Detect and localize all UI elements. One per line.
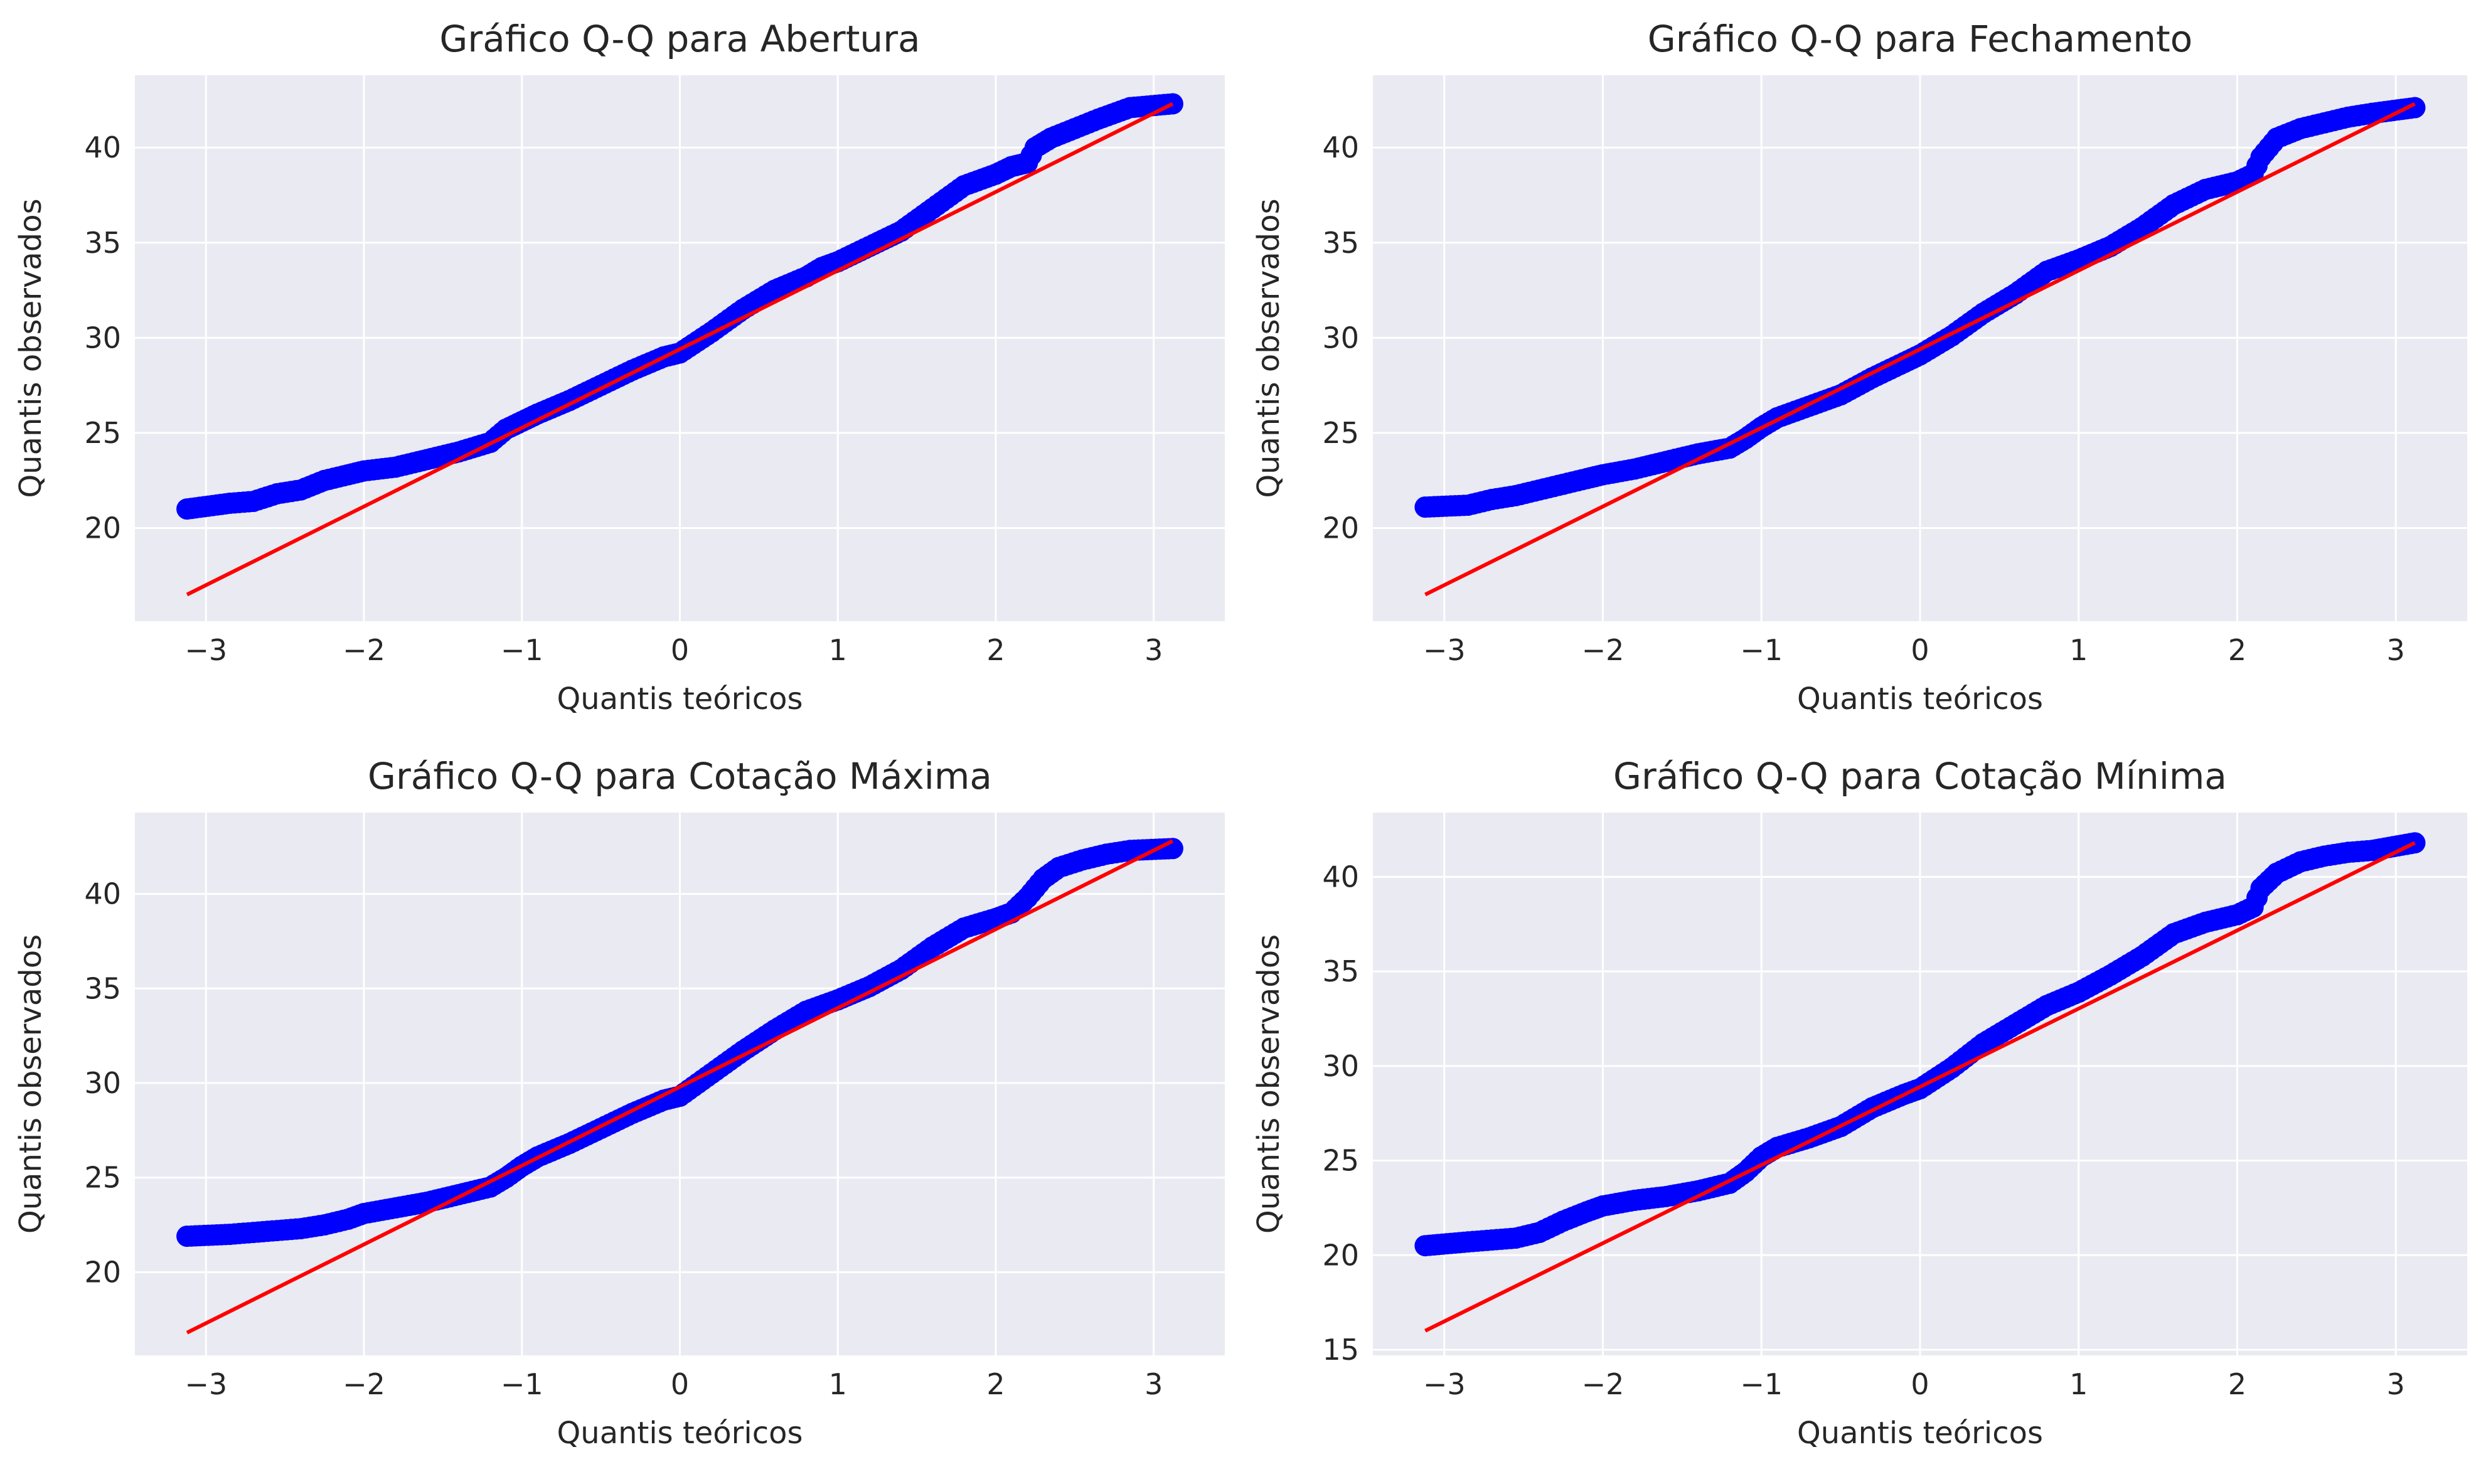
x-tick-label: −2 xyxy=(1582,1367,1624,1401)
plot-title: Gráfico Q-Q para Fechamento xyxy=(1648,18,2193,60)
x-axis-label: Quantis teóricos xyxy=(557,681,803,717)
x-tick-label: −1 xyxy=(1740,633,1783,667)
qq-panel-3: −3 −2 −1 0 1 2 3 20 25 30 35 40 Gráfico Q-Q para Cot… xyxy=(13,755,1225,1451)
reference-line xyxy=(1424,841,2416,1333)
y-tick-label: 30 xyxy=(1322,321,1359,355)
qq-panel-4: −3 −2 −1 0 1 2 3 15 20 25 30 35 40 Gráfico Q-Q para C… xyxy=(1251,755,2467,1451)
x-tick-label: 2 xyxy=(986,1367,1005,1401)
data-point xyxy=(2404,97,2426,119)
y-tick-label: 30 xyxy=(84,321,121,355)
x-tick-label: −3 xyxy=(184,633,227,667)
x-tick-label: 3 xyxy=(2387,1367,2405,1401)
x-tick-label: −1 xyxy=(501,633,543,667)
y-tick-label: 15 xyxy=(1322,1333,1359,1367)
x-tick-label: 0 xyxy=(671,1367,689,1401)
qq-panel-1: −3 −2 −1 0 1 2 3 20 25 30 35 40 Gráfico Q-Q para Abe… xyxy=(13,18,1225,717)
qq-panel-2: −3 −2 −1 0 1 2 3 20 25 30 35 40 Gráfico Q-Q para Fec… xyxy=(1251,18,2467,717)
x-tick-label: −3 xyxy=(184,1367,227,1401)
y-tick-label: 35 xyxy=(1322,954,1359,988)
x-tick-label: 2 xyxy=(986,633,1005,667)
x-tick-label: 1 xyxy=(2069,1367,2088,1401)
y-tick-label: 40 xyxy=(1322,860,1359,894)
x-tick-label: −3 xyxy=(1423,1367,1466,1401)
x-tick-label: −2 xyxy=(343,1367,385,1401)
y-tick-label: 25 xyxy=(84,1161,121,1195)
x-tick-label: 0 xyxy=(671,633,689,667)
y-tick-label: 40 xyxy=(84,877,121,911)
x-tick-label: 1 xyxy=(2069,633,2088,667)
y-axis-label: Quantis observados xyxy=(1251,934,1286,1234)
x-axis-label: Quantis teóricos xyxy=(1797,1416,2043,1451)
y-tick-label: 20 xyxy=(1322,1238,1359,1272)
reference-line xyxy=(186,102,1174,597)
x-tick-label: 0 xyxy=(1911,633,1929,667)
x-tick-label: 3 xyxy=(1144,1367,1163,1401)
y-tick-label: 25 xyxy=(1322,1144,1359,1178)
y-tick-label: 30 xyxy=(84,1066,121,1100)
x-tick-label: 3 xyxy=(1144,633,1163,667)
x-tick-label: 0 xyxy=(1911,1367,1929,1401)
x-axis-label: Quantis teóricos xyxy=(557,1416,803,1451)
x-tick-label: −2 xyxy=(343,633,385,667)
plot-title: Gráfico Q-Q para Cotação Mínima xyxy=(1613,755,2227,798)
plot-title: Gráfico Q-Q para Cotação Máxima xyxy=(368,755,992,798)
x-tick-label: 2 xyxy=(2228,1367,2246,1401)
y-tick-label: 25 xyxy=(84,416,121,450)
y-tick-label: 40 xyxy=(1322,131,1359,164)
y-axis-label: Quantis observados xyxy=(13,198,48,498)
x-tick-label: −1 xyxy=(501,1367,543,1401)
y-tick-label: 20 xyxy=(1322,511,1359,545)
y-tick-label: 35 xyxy=(84,226,121,260)
x-tick-label: −3 xyxy=(1423,633,1466,667)
y-tick-label: 40 xyxy=(84,131,121,164)
reference-line xyxy=(186,839,1174,1335)
y-axis-label: Quantis observados xyxy=(13,934,48,1234)
x-tick-label: 3 xyxy=(2387,633,2405,667)
x-tick-label: 1 xyxy=(829,1367,847,1401)
x-tick-label: −2 xyxy=(1582,633,1624,667)
x-tick-label: 1 xyxy=(829,633,847,667)
y-tick-label: 35 xyxy=(84,971,121,1005)
y-tick-label: 35 xyxy=(1322,226,1359,260)
y-tick-label: 30 xyxy=(1322,1049,1359,1083)
y-tick-label: 20 xyxy=(84,511,121,545)
reference-line xyxy=(1424,102,2416,597)
y-axis-label: Quantis observados xyxy=(1251,198,1286,498)
y-tick-label: 20 xyxy=(84,1255,121,1289)
x-axis-label: Quantis teóricos xyxy=(1797,681,2043,717)
x-tick-label: 2 xyxy=(2228,633,2246,667)
y-tick-label: 25 xyxy=(1322,416,1359,450)
x-tick-label: −1 xyxy=(1740,1367,1783,1401)
plot-title: Gráfico Q-Q para Abertura xyxy=(439,18,920,60)
